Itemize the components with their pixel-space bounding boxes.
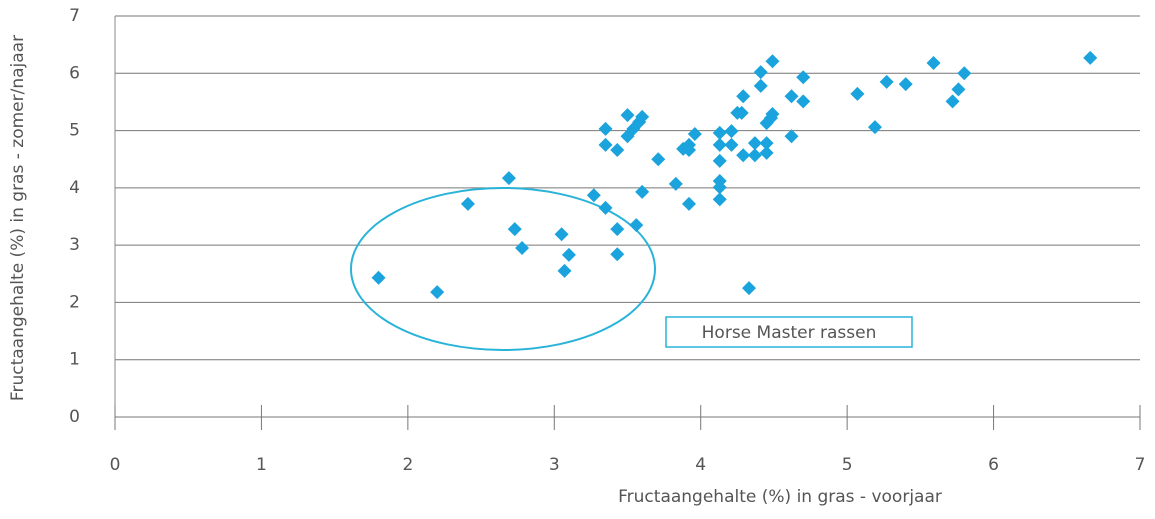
x-tick-label: 2	[402, 455, 413, 475]
point	[620, 108, 635, 123]
point	[610, 143, 625, 158]
point	[635, 184, 650, 199]
point	[610, 247, 625, 262]
point	[784, 89, 799, 104]
point	[957, 66, 972, 81]
point	[712, 192, 727, 207]
point	[682, 143, 696, 158]
y-axis-label: Fructaangehalte (%) in gras - zomer/naja…	[8, 35, 28, 401]
point	[759, 145, 774, 160]
point	[784, 129, 799, 144]
point	[926, 55, 941, 70]
point	[598, 200, 613, 215]
point	[712, 137, 727, 152]
point	[598, 137, 613, 152]
point	[712, 180, 727, 195]
point	[765, 106, 780, 121]
x-tick-label: 6	[988, 455, 999, 475]
point	[460, 196, 475, 211]
point	[610, 222, 625, 237]
point	[682, 196, 696, 211]
point	[879, 74, 894, 89]
point	[712, 153, 727, 168]
point	[712, 125, 727, 140]
point	[734, 105, 749, 120]
point	[651, 152, 666, 167]
point	[736, 89, 751, 104]
y-tick-label: 5	[69, 121, 80, 141]
annotation-box	[665, 316, 913, 348]
point	[724, 137, 739, 152]
y-tick-label: 2	[69, 292, 80, 312]
y-tick-label: 4	[69, 178, 80, 198]
point	[635, 109, 650, 124]
x-tick-label: 0	[110, 455, 121, 475]
point	[668, 176, 683, 191]
y-tick-label: 6	[69, 63, 80, 83]
point	[1083, 50, 1098, 65]
point	[867, 120, 882, 135]
y-tick-label: 0	[69, 407, 80, 427]
point	[951, 82, 966, 97]
point	[371, 270, 386, 285]
point	[557, 263, 572, 278]
point	[753, 65, 768, 80]
x-tick-label: 7	[1135, 455, 1146, 475]
point	[747, 136, 762, 151]
x-tick-label: 5	[842, 455, 853, 475]
point	[850, 86, 865, 101]
x-tick-label: 4	[695, 455, 706, 475]
point	[742, 281, 757, 296]
point	[796, 70, 811, 85]
point	[501, 171, 516, 186]
point	[736, 148, 751, 163]
point	[747, 148, 762, 163]
point	[765, 54, 780, 69]
point	[598, 121, 613, 136]
y-tick-label: 7	[69, 6, 80, 26]
point	[515, 241, 530, 256]
point	[554, 227, 569, 242]
annotation: Horse Master rassen	[702, 323, 877, 343]
point	[507, 222, 522, 237]
point	[687, 127, 702, 142]
point	[629, 218, 644, 233]
point	[724, 124, 739, 139]
x-tick-label: 3	[549, 455, 560, 475]
point	[759, 136, 774, 151]
point	[430, 285, 445, 300]
point	[561, 247, 576, 262]
y-tick-label: 3	[69, 235, 80, 255]
point	[796, 94, 811, 109]
point	[898, 77, 913, 92]
y-tick-label: 1	[69, 350, 80, 370]
point	[945, 94, 960, 109]
point	[586, 188, 601, 203]
point	[753, 78, 768, 93]
highlight-ellipse	[350, 187, 656, 351]
x-tick-label: 1	[256, 455, 267, 475]
x-axis-label: Fructaangehalte (%) in gras - voorjaar	[618, 487, 942, 507]
